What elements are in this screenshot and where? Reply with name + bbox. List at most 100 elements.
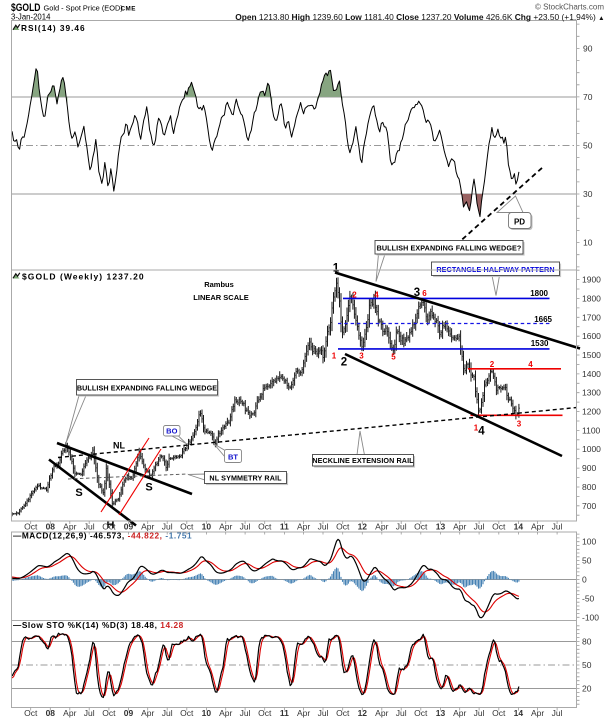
svg-text:3-Jan-2014: 3-Jan-2014 [11,13,51,22]
svg-text:50: 50 [582,556,592,566]
svg-text:Apr: Apr [375,522,388,532]
svg-text:1: 1 [474,424,479,433]
svg-text:1700: 1700 [582,312,601,322]
svg-text:08: 08 [46,708,56,718]
svg-text:Jul: Jul [396,522,407,532]
svg-text:1000: 1000 [582,444,601,454]
svg-text:Oct: Oct [336,708,350,718]
svg-text:3: 3 [359,351,364,360]
svg-text:Gold - Spot Price (EOD): Gold - Spot Price (EOD) [44,4,123,13]
svg-text:09: 09 [124,708,134,718]
svg-text:1200: 1200 [582,407,601,417]
svg-text:2: 2 [352,291,357,300]
svg-text:13: 13 [436,522,446,532]
svg-text:Jul: Jul [474,522,485,532]
svg-text:Apr: Apr [141,522,154,532]
svg-text:70: 70 [583,92,593,102]
svg-text:700: 700 [582,501,596,511]
svg-text:10: 10 [202,522,212,532]
svg-text:12: 12 [358,708,368,718]
svg-text:Apr: Apr [453,708,466,718]
svg-text:3: 3 [414,287,420,299]
svg-text:LINEAR SCALE: LINEAR SCALE [193,293,248,302]
svg-text:—Slow STO %K(14) %D(3) 18.48,: —Slow STO %K(14) %D(3) 18.48, 14.28 [13,620,184,630]
svg-text:Jul: Jul [552,522,563,532]
svg-text:0: 0 [582,575,587,585]
svg-text:6: 6 [422,289,427,298]
svg-text:Apr: Apr [297,708,310,718]
svg-text:PD: PD [514,218,525,227]
svg-text:Jul: Jul [318,522,329,532]
svg-text:Apr: Apr [375,708,388,718]
svg-text:NECKLINE EXTENSION RAIL: NECKLINE EXTENSION RAIL [312,456,414,465]
svg-text:-100: -100 [582,612,599,622]
svg-text:$GOLD: $GOLD [11,2,41,14]
svg-text:14: 14 [514,708,524,718]
svg-text:1800: 1800 [530,289,548,298]
svg-text:1100: 1100 [582,425,601,435]
svg-text:Apr: Apr [531,522,544,532]
svg-text:S: S [75,487,82,499]
svg-text:1300: 1300 [582,388,601,398]
svg-text:Apr: Apr [141,708,154,718]
svg-text:Jul: Jul [162,708,173,718]
svg-text:5: 5 [391,353,396,362]
svg-text:50: 50 [583,141,593,151]
svg-text:Jul: Jul [84,708,95,718]
svg-text:NL SYMMETRY RAIL: NL SYMMETRY RAIL [209,474,282,483]
svg-text:Oct: Oct [102,708,116,718]
svg-text:900: 900 [582,463,596,473]
svg-text:Oct: Oct [258,522,272,532]
svg-text:1530: 1530 [531,339,549,348]
svg-text:13: 13 [436,708,446,718]
svg-text:Apr: Apr [297,522,310,532]
svg-text:90: 90 [583,43,593,53]
svg-text:—MACD(12,26,9) -46.573, -44.82: —MACD(12,26,9) -46.573, -44.822, -1.751 [13,531,192,541]
svg-text:20: 20 [582,684,592,694]
svg-text:Oct: Oct [258,708,272,718]
svg-text:10: 10 [583,238,593,248]
svg-text:1: 1 [332,351,337,360]
svg-text:Jul: Jul [84,522,95,532]
svg-text:Jul: Jul [240,708,251,718]
svg-text:Apr: Apr [63,522,76,532]
svg-text:Oct: Oct [414,522,428,532]
svg-text:2: 2 [341,357,347,369]
svg-text:3: 3 [517,420,522,429]
svg-text:800: 800 [582,482,596,492]
svg-text:09: 09 [124,522,134,532]
svg-text:4: 4 [478,426,485,438]
svg-text:1800: 1800 [582,294,601,304]
svg-text:100: 100 [582,537,596,547]
svg-text:Jul: Jul [318,708,329,718]
svg-text:11: 11 [280,522,289,532]
svg-text:Oct: Oct [24,522,38,532]
svg-text:Oct: Oct [492,708,506,718]
svg-text:Oct: Oct [24,708,38,718]
svg-text:Oct: Oct [180,708,194,718]
svg-text:11: 11 [280,708,289,718]
svg-text:Oct: Oct [102,522,116,532]
svg-text:H: H [107,519,115,531]
svg-text:4: 4 [528,360,533,369]
svg-text:Oct: Oct [336,522,350,532]
svg-text:Jul: Jul [396,708,407,718]
svg-text:Apr: Apr [219,522,232,532]
svg-text:4: 4 [374,291,379,300]
svg-text:Oct: Oct [492,522,506,532]
svg-text:BO: BO [166,427,177,436]
svg-text:2: 2 [490,360,495,369]
svg-text:BT: BT [228,453,238,462]
svg-text:BULLISH EXPANDING FALLING WEDG: BULLISH EXPANDING FALLING WEDGE [77,384,217,393]
svg-text:Jul: Jul [162,522,173,532]
svg-text:Open 1213.80 High 1239.60 Low: Open 1213.80 High 1239.60 Low 1181.40 Cl… [235,12,604,22]
svg-text:1400: 1400 [582,369,601,379]
svg-text:$GOLD (Weekly) 1237.20: $GOLD (Weekly) 1237.20 [22,272,145,282]
svg-text:08: 08 [46,522,56,532]
svg-text:© StockCharts.com: © StockCharts.com [535,3,604,12]
svg-text:1665: 1665 [534,315,552,324]
svg-text:Rambus: Rambus [204,280,234,289]
svg-text:1600: 1600 [582,331,601,341]
svg-text:30: 30 [583,189,593,199]
svg-text:Apr: Apr [453,522,466,532]
